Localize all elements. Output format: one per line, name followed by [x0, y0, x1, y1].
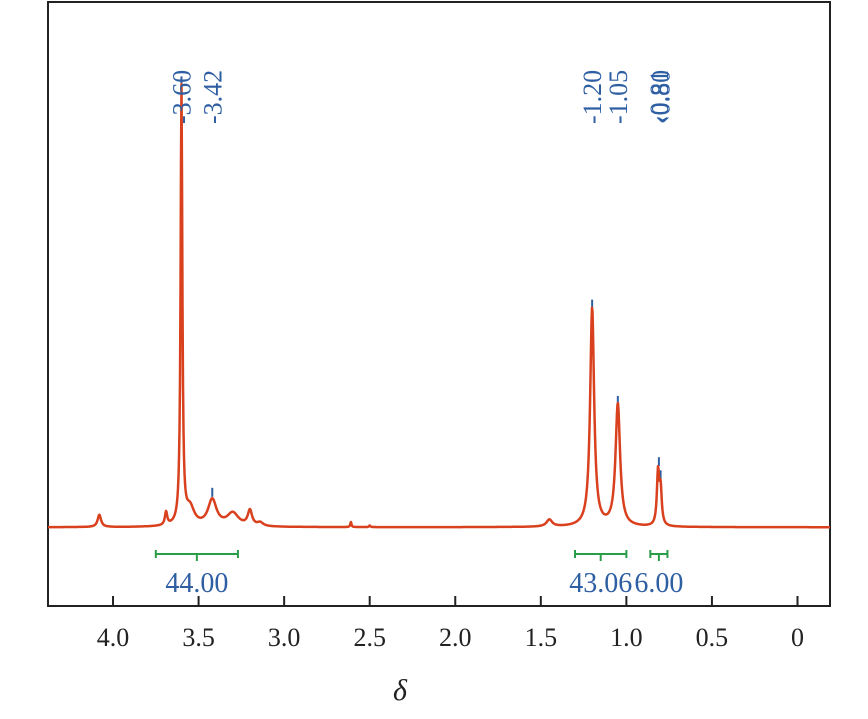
integration-value: 6.00 [634, 568, 683, 599]
x-tick-label: 2.0 [439, 623, 472, 652]
integration-value: 43.06 [569, 568, 632, 599]
x-tick-label: 0.5 [696, 623, 729, 652]
x-tick-label: 4.0 [97, 623, 130, 652]
x-tick-label: 3.0 [268, 623, 301, 652]
peak-labels: -3.60 -3.42 -1.20-1.05 ‹0.81‹0.80 [168, 70, 676, 124]
spectrum-line [47, 82, 831, 529]
x-tick-label: 1.0 [610, 623, 643, 652]
integration-regions: 44.00 43.06 6.00 [154, 550, 683, 599]
peak-shift-label: -3.60 [168, 70, 197, 124]
x-tick-label: 2.5 [353, 623, 386, 652]
x-tick-label: 0 [791, 623, 804, 652]
peak-shift-label: ‹0.81 [645, 70, 674, 124]
integration-value: 44.00 [165, 568, 228, 599]
x-tick-label: 3.5 [182, 623, 215, 652]
peak-shift-label: -1.20 [578, 70, 607, 124]
x-tick-label: 1.5 [525, 623, 558, 652]
plot-frame [47, 1, 831, 607]
x-axis-ticks: 4.0 3.5 3.0 2.5 2.0 1.5 1.0 0.5 0 [97, 596, 804, 652]
x-axis-label: δ [393, 674, 408, 707]
peak-shift-label: -1.05 [604, 70, 633, 124]
peak-shift-label: ‹0.80 [647, 70, 676, 124]
peak-shift-label: -3.42 [198, 70, 227, 124]
